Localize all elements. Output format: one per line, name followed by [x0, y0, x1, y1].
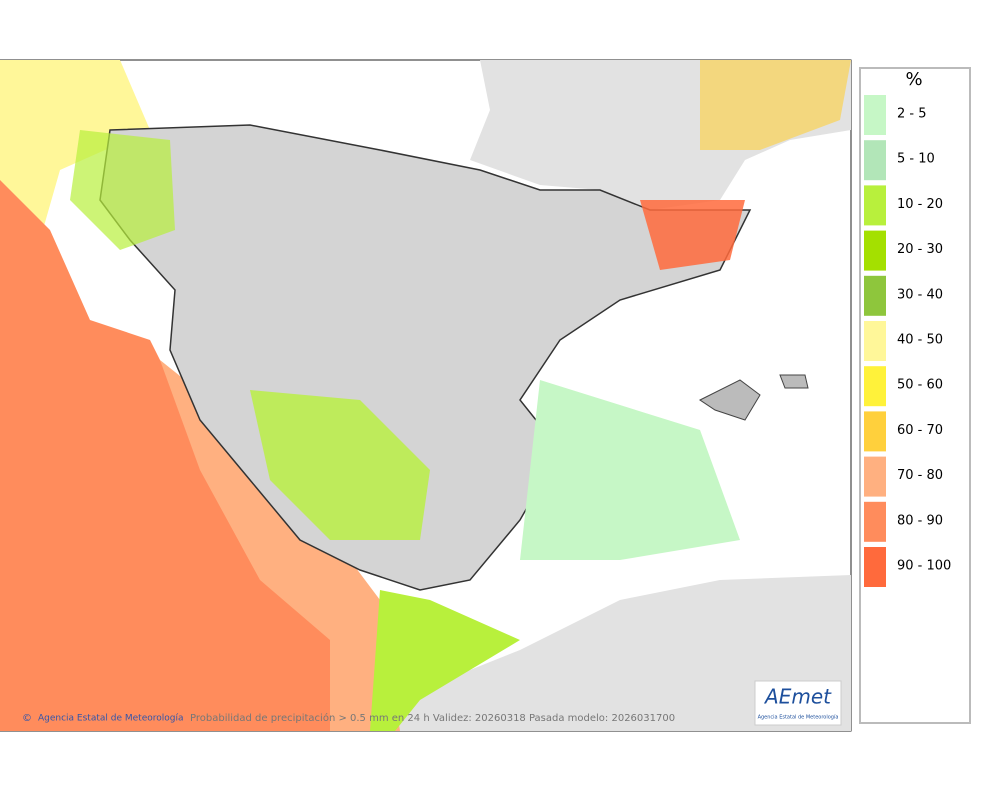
legend-label: 10 - 20 [897, 197, 943, 212]
map [0, 59, 852, 732]
southwest-band-edge [160, 360, 400, 731]
logo-text: AEmet [763, 685, 832, 709]
atlantic-band [0, 60, 150, 260]
legend: % 2 - 5 5 - 10 10 - 20 20 - 30 30 - 40 40 - 5… [859, 67, 971, 724]
legend-title: % [905, 69, 922, 90]
logo-subtitle: Agencia Estatal de Meteorología [758, 714, 839, 721]
africa-land [380, 575, 851, 731]
southwest-band [0, 180, 360, 731]
central-green [250, 390, 430, 540]
legend-label: 5 - 10 [897, 152, 935, 167]
legend-swatch [864, 547, 886, 587]
legend-label: 2 - 5 [897, 107, 927, 122]
legend-label: 20 - 30 [897, 242, 943, 257]
balearic-islands [699, 374, 809, 421]
legend-label: 40 - 50 [897, 333, 943, 348]
legend-swatch [864, 321, 886, 361]
galicia-green [70, 130, 175, 250]
legend-label: 70 - 80 [897, 468, 943, 483]
catalonia-high [640, 200, 745, 270]
legend-label: 60 - 70 [897, 423, 943, 438]
logo-box [754, 680, 842, 726]
alboran-band [370, 590, 520, 731]
legend-swatch [864, 501, 886, 542]
legend-label: 80 - 90 [897, 513, 943, 528]
legend-swatch [864, 95, 886, 135]
legend-swatch [864, 230, 886, 271]
legend-label: 50 - 60 [897, 378, 943, 393]
legend-swatch [864, 456, 886, 497]
footer-caption: Probabilidad de precipitación > 0.5 mm e… [190, 712, 675, 724]
legend-swatch [864, 140, 886, 181]
legend-swatch [864, 411, 886, 452]
credit-icon: © [22, 713, 32, 724]
footer-credit: Agencia Estatal de Meteorología [38, 714, 184, 724]
legend-label: 90 - 100 [897, 559, 951, 574]
logo: AEmet Agencia Estatal de Meteorología [754, 680, 842, 726]
mediterranean-low [520, 380, 740, 560]
legend-label: 30 - 40 [897, 287, 943, 302]
legend-swatch [864, 366, 886, 407]
legend-swatch [864, 185, 886, 226]
gulf-of-lion [700, 60, 851, 150]
legend-swatch [864, 275, 886, 316]
